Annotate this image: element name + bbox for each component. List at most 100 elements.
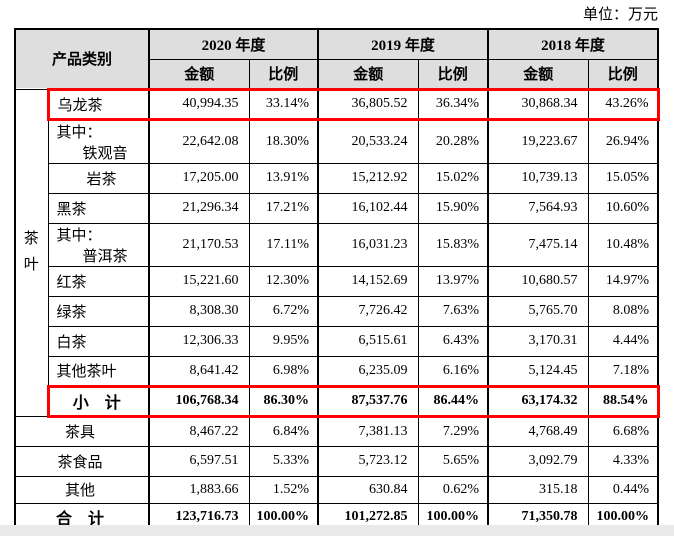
ratio-2019: 0.62%: [417, 475, 489, 504]
amount-2019: 5,723.12: [317, 445, 419, 477]
ratio-2018: 8.08%: [587, 295, 659, 327]
ratio-2019: 6.43%: [417, 325, 489, 357]
table-row-teaware: 茶具 8,467.22 6.84% 7,381.13 7.29% 4,768.4…: [14, 415, 659, 447]
header-ratio-2019: 比例: [417, 58, 489, 90]
table-row-others: 其他 1,883.66 1.52% 630.84 0.62% 315.18 0.…: [14, 475, 659, 504]
amount-2020: 40,994.35: [148, 87, 250, 121]
product-sales-table: 产品类别 2020 年度 2019 年度 2018 年度 金额 比例 金额 比例…: [14, 28, 660, 532]
row-label: 绿茶: [47, 295, 150, 327]
amount-2018: 3,092.79: [487, 445, 589, 477]
ratio-2020: 33.14%: [248, 87, 319, 121]
table-row-oolong: 茶叶 乌龙茶 40,994.35 33.14% 36,805.52 36.34%…: [14, 87, 660, 417]
ratio-2020: 17.21%: [248, 192, 319, 224]
amount-2020: 21,296.34: [148, 192, 250, 224]
amount-2019: 36,805.52: [317, 87, 419, 121]
amount-2018: 4,768.49: [487, 415, 589, 447]
header-row-years: 产品类别 2020 年度 2019 年度 2018 年度: [14, 28, 659, 90]
amount-2018: 7,564.93: [487, 192, 589, 224]
header-year-2020: 2020 年度: [148, 28, 319, 60]
ratio-2020: 12.30%: [248, 265, 319, 297]
ratio-2019: 7.63%: [417, 295, 489, 327]
table-row-tea-food: 茶食品 6,597.51 5.33% 5,723.12 5.65% 3,092.…: [14, 445, 659, 477]
ratio-2019: 6.16%: [417, 355, 489, 387]
amount-2018: 63,174.32: [487, 384, 589, 418]
header-amount-2018: 金额: [487, 58, 589, 90]
amount-2020: 12,306.33: [148, 325, 250, 357]
header-year-2018: 2018 年度: [487, 28, 659, 60]
amount-2019: 15,212.92: [317, 162, 419, 194]
ratio-2018: 14.97%: [587, 265, 659, 297]
row-label: 白茶: [47, 325, 150, 357]
ratio-2019: 15.90%: [417, 192, 489, 224]
table-row-tieguanyin: 其中： 铁观音 22,642.08 18.30% 20,533.24 20.28%…: [15, 118, 659, 164]
tea-group-label: 茶叶: [23, 231, 39, 273]
amount-2019: 16,031.23: [317, 222, 419, 267]
row-label: 红茶: [47, 265, 150, 297]
amount-2020: 6,597.51: [148, 445, 250, 477]
unit-label: 单位：万元: [582, 7, 658, 23]
ratio-2020: 1.52%: [248, 475, 319, 504]
amount-2020: 8,641.42: [148, 355, 250, 387]
amount-2018: 3,170.31: [487, 325, 589, 357]
ratio-2020: 6.98%: [248, 355, 319, 387]
amount-2019: 16,102.44: [317, 192, 419, 224]
ratio-2018: 4.33%: [587, 445, 659, 477]
ratio-2018: 88.54%: [587, 384, 660, 418]
amount-2018: 30,868.34: [487, 87, 589, 121]
ratio-2019: 13.97%: [417, 265, 489, 297]
header-ratio-2020: 比例: [248, 58, 319, 90]
ratio-2020: 13.91%: [248, 162, 319, 194]
ratio-2019: 15.83%: [417, 222, 489, 267]
ratio-2020: 6.84%: [248, 415, 319, 447]
amount-2020: 8,467.22: [148, 415, 250, 447]
table-row-black-tea: 红茶 15,221.60 12.30% 14,152.69 13.97% 10,…: [15, 265, 659, 297]
ratio-2020: 6.72%: [248, 295, 319, 327]
amount-2018: 19,223.67: [487, 118, 589, 164]
row-label: 岩茶: [47, 162, 150, 194]
ratio-2018: 15.05%: [587, 162, 659, 194]
table-row-green-tea: 绿茶 8,308.30 6.72% 7,726.42 7.63% 5,765.7…: [15, 295, 659, 327]
ratio-2019: 15.02%: [417, 162, 489, 194]
row-label: 茶食品: [14, 445, 150, 477]
header-amount-2020: 金额: [148, 58, 250, 90]
header-row-subcolumns: 金额 比例 金额 比例 金额 比例: [15, 58, 659, 90]
amount-2020: 106,768.34: [148, 384, 250, 418]
ratio-2018: 4.44%: [587, 325, 659, 357]
header-product-category: 产品类别: [14, 28, 150, 90]
ratio-2018: 0.44%: [587, 475, 659, 504]
table-row-dark-tea: 黑茶 21,296.34 17.21% 16,102.44 15.90% 7,5…: [15, 192, 659, 224]
row-label: 小 计: [46, 384, 150, 418]
amount-2020: 21,170.53: [148, 222, 250, 267]
ratio-2019: 86.44%: [417, 384, 489, 418]
header-amount-2019: 金额: [317, 58, 419, 90]
ratio-2018: 10.48%: [587, 222, 659, 267]
amount-2020: 8,308.30: [148, 295, 250, 327]
amount-2019: 6,235.09: [317, 355, 419, 387]
ratio-2018: 10.60%: [587, 192, 659, 224]
table-row-puer: 其中： 普洱茶 21,170.53 17.11% 16,031.23 15.83%…: [15, 222, 659, 267]
header-ratio-2018: 比例: [587, 58, 659, 90]
amount-2018: 10,680.57: [487, 265, 589, 297]
ratio-2019: 7.29%: [417, 415, 489, 447]
amount-2020: 15,221.60: [148, 265, 250, 297]
tea-group-cell: 茶叶: [14, 88, 49, 417]
amount-2019: 20,533.24: [317, 118, 419, 164]
amount-2019: 6,515.61: [317, 325, 419, 357]
table-row-other-tea: 其他茶叶 8,641.42 6.98% 6,235.09 6.16% 5,124…: [15, 355, 659, 387]
ratio-2020: 18.30%: [248, 118, 319, 164]
amount-2019: 14,152.69: [317, 265, 419, 297]
amount-2018: 10,739.13: [487, 162, 589, 194]
amount-2020: 17,205.00: [148, 162, 250, 194]
ratio-2018: 43.26%: [587, 87, 660, 121]
amount-2020: 22,642.08: [148, 118, 250, 164]
amount-2019: 87,537.76: [317, 384, 419, 418]
ratio-2018: 26.94%: [587, 118, 659, 164]
row-label: 其中： 铁观音: [47, 118, 150, 164]
amount-2018: 5,765.70: [487, 295, 589, 327]
amount-2018: 315.18: [487, 475, 589, 504]
amount-2018: 7,475.14: [487, 222, 589, 267]
amount-2019: 630.84: [317, 475, 419, 504]
amount-2020: 1,883.66: [148, 475, 250, 504]
row-label: 黑茶: [47, 192, 150, 224]
header-year-2019: 2019 年度: [317, 28, 489, 60]
